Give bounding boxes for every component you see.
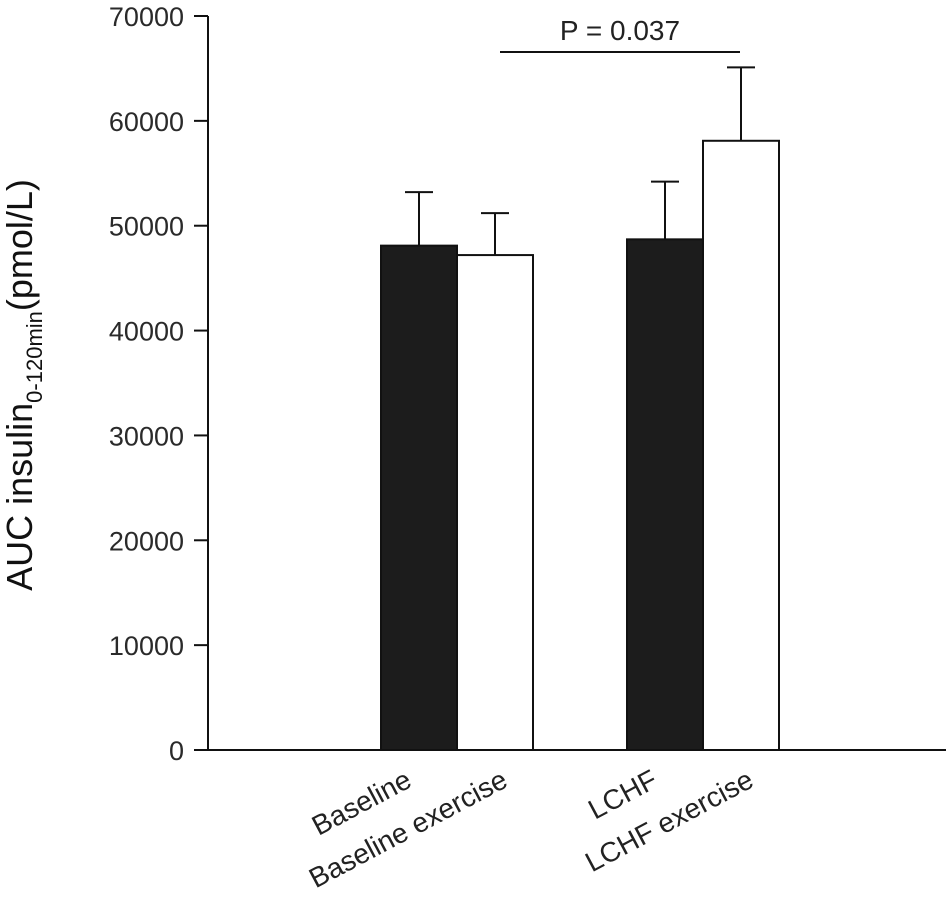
category-label: LCHF exercise [580,764,758,878]
y-tick-label: 50000 [109,212,184,242]
y-tick-label: 20000 [109,526,184,556]
y-axis-label: AUC insulin0-120min(pmol/L) [0,179,47,591]
y-tick-label: 60000 [109,107,184,137]
p-value-label: P = 0.037 [560,15,680,46]
y-tick-label: 0 [169,736,184,766]
y-tick-label: 40000 [109,317,184,347]
bar-baseline [380,244,458,751]
bar-baseline-exercise [456,254,534,751]
y-axis: 0 10000 20000 30000 40000 50000 60000 70000 [109,2,209,766]
bar-lchf-exercise [702,139,780,751]
y-tick-label: 70000 [109,2,184,32]
y-tick-label: 30000 [109,421,184,451]
bars [380,66,780,752]
annotations: P = 0.037 [500,15,740,53]
y-tick-label: 10000 [109,631,184,661]
bar-lchf [626,238,704,752]
